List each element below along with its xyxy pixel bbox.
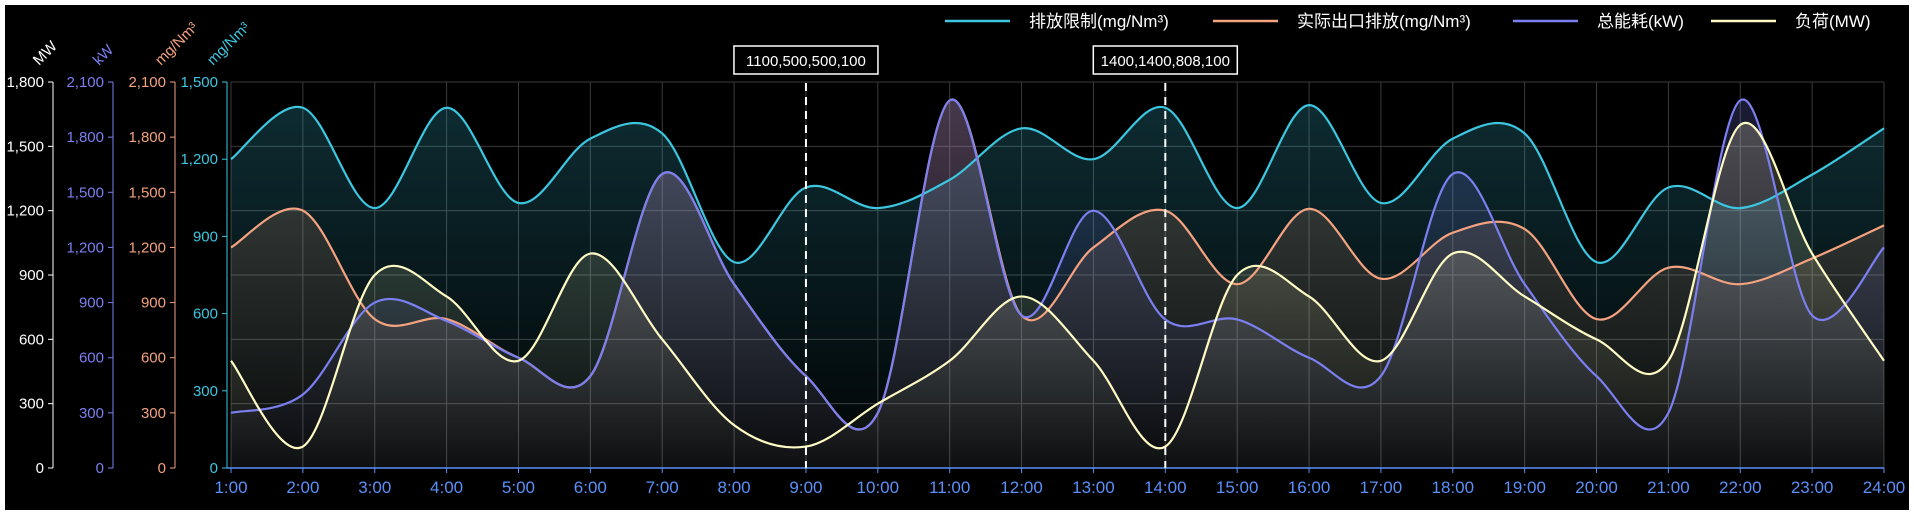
y-axis-unit-emis: mg/Nm³ [152, 19, 202, 69]
y-tick-label-emis: 2,100 [128, 74, 166, 91]
y-tick-label-kw: 600 [79, 350, 104, 367]
y-tick-label-kw: 900 [79, 295, 104, 312]
x-tick-label: 18:00 [1432, 478, 1475, 497]
legend-item-1: 实际出口排放(mg/Nm³) [1297, 12, 1471, 31]
y-tick-label-kw: 1,500 [66, 184, 104, 201]
series-line-2 [230, 98, 1885, 431]
y-axis-unit-limit: mg/Nm³ [204, 19, 254, 69]
y-tick-label-limit: 600 [193, 306, 218, 323]
y-tick-label-emis: 0 [158, 460, 166, 477]
x-tick-label: 22:00 [1719, 478, 1762, 497]
x-tick-label: 23:00 [1791, 478, 1834, 497]
x-tick-label: 2:00 [286, 478, 319, 497]
y-tick-label-mw: 0 [36, 460, 44, 477]
y-tick-label-emis: 1,500 [128, 184, 166, 201]
legend[interactable]: 排放限制(mg/Nm³) 实际出口排放(mg/Nm³) 总能耗(kW) 负荷(MW) [945, 12, 1871, 31]
series-lines [230, 98, 1885, 450]
y-tick-label-limit: 1,200 [180, 151, 218, 168]
y-tick-label-emis: 600 [141, 350, 166, 367]
x-tick-label: 16:00 [1288, 478, 1331, 497]
y-tick-label-mw: 1,800 [6, 74, 44, 91]
x-tick-label: 21:00 [1647, 478, 1690, 497]
y-tick-label-limit: 1,500 [180, 74, 218, 91]
legend-item-2: 总能耗(kW) [1597, 12, 1684, 31]
x-tick-label: 14:00 [1144, 478, 1187, 497]
x-tick-label: 3:00 [358, 478, 391, 497]
x-tick-label: 13:00 [1072, 478, 1115, 497]
y-tick-label-kw: 1,800 [66, 129, 104, 146]
multi-axis-line-chart: 0 300 600 900 1,200 1,500 1,800 MW 0 300 600 900 1,2… [6, 12, 1906, 497]
x-tick-label: 11:00 [929, 478, 970, 497]
marker-box-1 [1092, 45, 1239, 75]
x-tick-label: 10:00 [857, 478, 900, 497]
y-tick-label-mw: 900 [19, 267, 44, 284]
x-axis: 1:00 2:00 3:00 4:00 5:00 6:00 7:00 8:00 9:00 10:0… [214, 467, 1906, 497]
y-tick-label-mw: 1,200 [6, 203, 44, 220]
series-line-0 [230, 104, 1885, 264]
marker-box-0 [733, 45, 879, 75]
x-tick-label: 4:00 [430, 478, 463, 497]
x-tick-label: 8:00 [718, 478, 751, 497]
y-tick-label-emis: 900 [141, 295, 166, 312]
y-tick-label-mw: 600 [19, 331, 44, 348]
series-areas [231, 99, 1884, 469]
y-tick-label-kw: 2,100 [66, 74, 104, 91]
x-tick-label: 7:00 [646, 478, 679, 497]
series-area-3 [231, 122, 1884, 469]
y-tick-label-limit: 900 [193, 228, 218, 245]
x-tick-label: 5:00 [502, 478, 535, 497]
y-tick-label-mw: 300 [19, 396, 44, 413]
y-tick-label-kw: 1,200 [66, 239, 104, 256]
y-tick-label-mw: 1,500 [6, 138, 44, 155]
y-tick-label-limit: 0 [210, 460, 218, 477]
x-tick-label: 9:00 [789, 478, 822, 497]
y-axes: 0 300 600 900 1,200 1,500 1,800 MW 0 300 600 900 1,2… [6, 19, 253, 477]
x-tick-label: 20:00 [1575, 478, 1618, 497]
y-tick-label-kw: 300 [79, 405, 104, 422]
y-axis-unit-kw: kW [90, 41, 118, 69]
y-tick-label-emis: 1,200 [128, 239, 166, 256]
series-line-3 [230, 121, 1885, 450]
legend-item-3: 负荷(MW) [1795, 12, 1871, 31]
legend-item-0: 排放限制(mg/Nm³) [1029, 12, 1169, 31]
y-tick-label-kw: 0 [96, 460, 104, 477]
y-tick-label-emis: 1,800 [128, 129, 166, 146]
chart-panel: 0 300 600 900 1,200 1,500 1,800 MW 0 300 600 900 1,2… [5, 5, 1909, 510]
marker-label-0: 1100,500,500,100 [746, 53, 866, 70]
x-tick-label: 15:00 [1216, 478, 1259, 497]
x-tick-label: 24:00 [1863, 478, 1906, 497]
marker-label-1: 1400,1400,808,100 [1101, 53, 1230, 70]
x-tick-label: 19:00 [1503, 478, 1546, 497]
x-tick-label: 1:00 [214, 478, 247, 497]
x-tick-label: 12:00 [1000, 478, 1043, 497]
x-tick-label: 6:00 [574, 478, 607, 497]
x-tick-label: 17:00 [1360, 478, 1403, 497]
marker-lines: 1100,500,500,100 1400,1400,808,100 [733, 45, 1239, 468]
y-tick-label-emis: 300 [141, 405, 166, 422]
y-tick-label-limit: 300 [193, 383, 218, 400]
y-axis-unit-mw: MW [30, 37, 61, 68]
